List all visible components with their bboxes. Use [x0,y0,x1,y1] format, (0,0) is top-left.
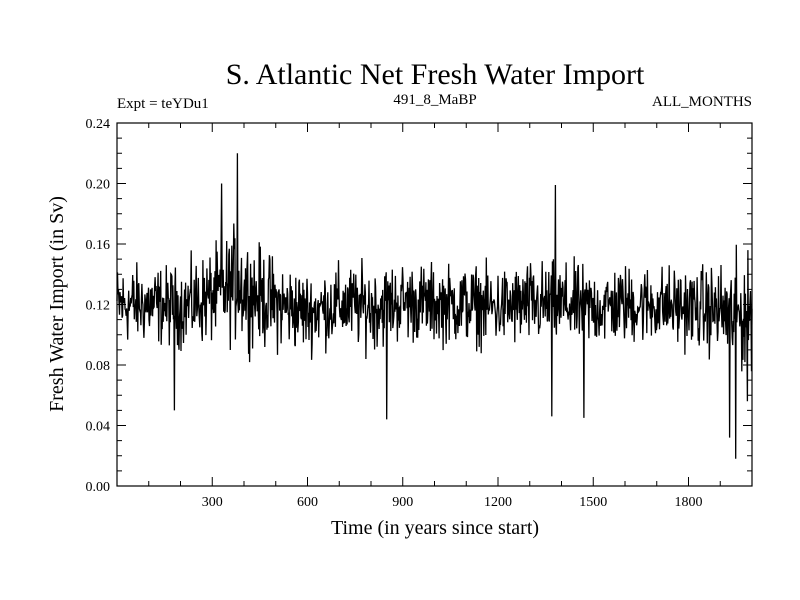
x-axis-label: Time (in years since start) [331,517,539,539]
plot-frame [116,122,753,487]
y-tick-label: 0.16 [86,238,111,253]
x-tick-label: 1500 [579,495,607,510]
subtitle-center: 491_8_MaBP [393,92,476,108]
subtitle-right: ALL_MONTHS [652,94,752,110]
subtitle-left: Expt = teYDu1 [117,96,209,112]
y-axis-label: Fresh Water Import (in Sv) [46,196,68,412]
chart-title: S. Atlantic Net Fresh Water Import [226,58,645,91]
y-tick-label: 0.20 [86,178,111,193]
y-tick-label: 0.04 [86,420,111,435]
x-tick-label: 900 [392,495,413,510]
plot-area: 0.00 0.04 0.08 0.12 0.16 0.20 0.24 300 600 900 120… [86,117,753,510]
series-line [116,153,753,459]
x-tick-label: 300 [202,495,223,510]
x-tick-label: 1800 [675,495,703,510]
y-tick-label: 0.12 [86,299,111,314]
y-tick-label: 0.08 [86,359,111,374]
x-tick-label: 1200 [484,495,512,510]
y-tick-label: 0.24 [86,117,111,132]
x-tick-label: 600 [297,495,318,510]
y-tick-label: 0.00 [86,480,111,495]
